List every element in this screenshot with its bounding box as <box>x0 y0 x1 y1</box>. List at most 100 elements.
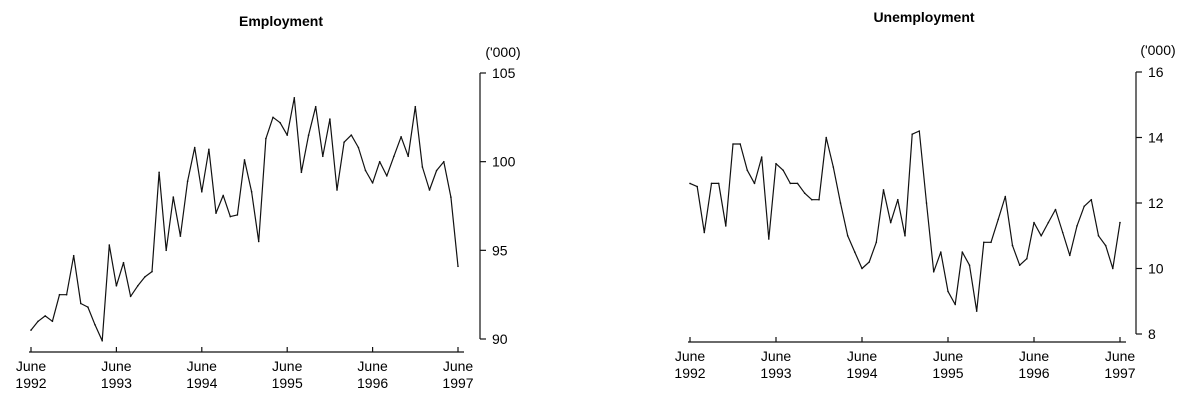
unemployment-x-tick-month: June <box>675 348 706 364</box>
unemployment-x-tick-month: June <box>761 348 792 364</box>
employment-data-point <box>80 302 82 305</box>
employment-data-point <box>450 196 452 198</box>
employment-data-point <box>87 306 89 308</box>
unemployment-data-point <box>1097 235 1100 237</box>
employment-data-point <box>407 155 410 158</box>
unemployment-data-point <box>775 162 777 165</box>
unemployment-x-tick-month: June <box>1019 348 1050 364</box>
employment-data-point <box>286 134 289 136</box>
unemployment-data-point <box>990 241 992 244</box>
unemployment-y-tick-label: 14 <box>1148 130 1164 146</box>
employment-series-line <box>30 97 459 342</box>
employment-data-point <box>300 171 303 174</box>
employment-data-point <box>58 293 61 296</box>
unemployment-data-point <box>839 202 842 204</box>
employment-data-point <box>371 182 374 184</box>
employment-x-tick-month: June <box>16 358 47 374</box>
employment-data-point <box>243 159 246 161</box>
unemployment-data-point <box>882 189 885 191</box>
employment-data-point <box>122 261 125 264</box>
unemployment-x-tick-year: 1992 <box>674 365 705 381</box>
employment-data-point <box>201 191 203 193</box>
employment-data-point <box>329 118 331 120</box>
unemployment-data-point <box>696 185 698 188</box>
unemployment-data-point <box>732 143 734 145</box>
employment-data-point <box>272 116 274 119</box>
unemployment-chart-title: Unemployment <box>873 9 974 25</box>
unemployment-data-point <box>911 133 913 135</box>
employment-data-point <box>65 293 68 296</box>
employment-data-point <box>279 121 281 124</box>
employment-x-tick-month: June <box>101 358 132 374</box>
employment-data-point <box>165 249 167 252</box>
unemployment-data-point <box>861 267 863 270</box>
employment-data-point <box>51 320 54 323</box>
unemployment-data-point <box>975 310 978 312</box>
unemployment-data-point <box>1040 235 1042 237</box>
employment-data-point <box>393 155 395 158</box>
unemployment-data-point <box>1083 205 1085 208</box>
unemployment-data-point <box>825 136 827 139</box>
employment-data-point <box>129 295 132 298</box>
unemployment-data-point <box>1076 225 1078 227</box>
unemployment-data-point <box>889 221 892 224</box>
employment-data-point <box>208 148 210 151</box>
unemployment-data-point <box>925 202 928 204</box>
employment-data-point <box>364 169 367 172</box>
unemployment-data-point <box>918 130 921 132</box>
unemployment-data-point <box>1026 257 1028 260</box>
unemployment-y-tick-label: 8 <box>1148 326 1156 342</box>
employment-data-point <box>386 175 388 177</box>
unemployment-data-point <box>703 231 706 234</box>
employment-x-tick-month: June <box>272 358 303 374</box>
employment-x-tick-year: 1995 <box>272 375 303 391</box>
unemployment-data-point <box>753 182 756 185</box>
unemployment-data-point <box>947 290 949 293</box>
employment-x-tick-year: 1996 <box>357 375 388 391</box>
unemployment-data-point <box>760 156 763 158</box>
unemployment-x-tick-month: June <box>933 348 964 364</box>
unemployment-y-tick-label: 12 <box>1148 195 1164 211</box>
unemployment-data-point <box>983 241 985 244</box>
unemployment-x-tick-year: 1993 <box>760 365 791 381</box>
unemployment-data-point <box>954 303 956 306</box>
employment-data-point <box>457 265 459 268</box>
employment-data-point <box>421 166 424 168</box>
employment-data-point <box>257 240 260 243</box>
employment-data-point <box>378 160 381 163</box>
employment-data-point <box>72 254 75 257</box>
unemployment-data-point <box>739 143 741 145</box>
employment-data-point <box>250 191 253 193</box>
employment-data-point <box>137 285 139 287</box>
employment-x-tick-month: June <box>187 358 218 374</box>
employment-data-point <box>314 105 317 108</box>
unemployment-data-point <box>1011 244 1014 247</box>
employment-data-point <box>414 105 417 108</box>
employment-data-point <box>236 214 239 216</box>
unemployment-data-point <box>1112 267 1114 270</box>
unemployment-x-tick-year: 1995 <box>932 365 963 381</box>
employment-y-tick-label: 90 <box>492 331 508 347</box>
employment-data-point <box>172 196 175 198</box>
employment-data-point <box>101 340 103 342</box>
unemployment-x-tick-year: 1996 <box>1018 365 1049 381</box>
employment-data-point <box>94 324 96 326</box>
unemployment-data-point <box>811 198 813 201</box>
unemployment-data-point <box>1069 254 1071 257</box>
employment-data-point <box>357 146 360 149</box>
employment-y-tick-label: 100 <box>492 154 516 170</box>
unemployment-data-point <box>904 235 906 237</box>
unemployment-data-point <box>1054 208 1057 211</box>
employment-y-tick-label: 95 <box>492 242 508 258</box>
unemployment-x-tick-year: 1997 <box>1104 365 1135 381</box>
employment-unit-label: ('000) <box>485 44 520 60</box>
unemployment-data-point <box>782 169 784 172</box>
unemployment-data-point <box>961 251 964 253</box>
employment-x-tick-year: 1993 <box>101 375 132 391</box>
unemployment-data-point <box>1033 221 1035 224</box>
employment-data-point <box>265 137 267 140</box>
employment-x-tick-month: June <box>357 358 388 374</box>
employment-data-point <box>108 244 111 246</box>
unemployment-x-tick-month: June <box>847 348 878 364</box>
